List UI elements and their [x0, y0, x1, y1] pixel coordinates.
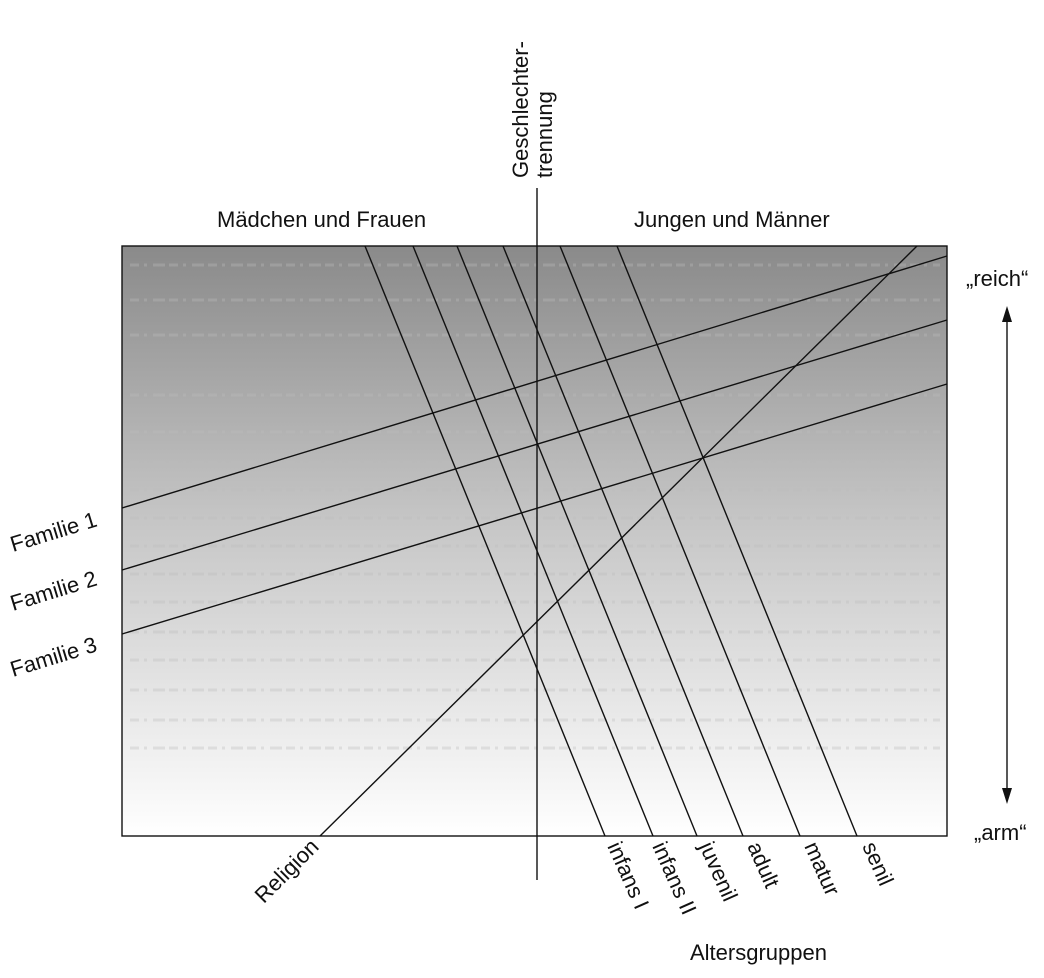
age-line-adult [502, 245, 744, 837]
age-axis-label: Altersgruppen [690, 940, 827, 965]
arrow-down-icon [1002, 788, 1012, 804]
age-label-infans-2: infans II [647, 838, 701, 919]
age-label-adult: adult [742, 838, 784, 892]
family-2-line [121, 319, 948, 571]
age-label-juvenil: juvenil [694, 837, 743, 905]
scale-bottom-label: „arm“ [974, 820, 1027, 845]
age-line-matur [559, 245, 801, 837]
lines [121, 188, 1012, 880]
age-line-infans-1 [364, 245, 606, 837]
family-3-label: Familie 3 [7, 632, 100, 682]
family-2-label: Familie 2 [7, 566, 100, 616]
age-label-infans-1: infans I [602, 838, 654, 913]
family-1-line [121, 255, 948, 509]
age-label-matur: matur [799, 838, 845, 900]
top-axis-label: Geschlechter- trennung [508, 35, 557, 178]
scale-top-label: „reich“ [966, 266, 1028, 291]
female-label: Mädchen und Frauen [217, 207, 426, 232]
arrow-up-icon [1002, 306, 1012, 322]
diagram-box [121, 245, 948, 837]
family-1-label: Familie 1 [7, 507, 100, 557]
religion-line [319, 245, 918, 837]
religion-label: Religion [250, 834, 324, 908]
age-line-senil [616, 245, 858, 837]
age-line-juvenil [456, 245, 698, 837]
age-line-infans-2 [412, 245, 654, 837]
age-label-senil: senil [857, 838, 898, 890]
family-3-line [121, 383, 948, 635]
male-label: Jungen und Männer [634, 207, 830, 232]
background-texture [130, 263, 940, 750]
